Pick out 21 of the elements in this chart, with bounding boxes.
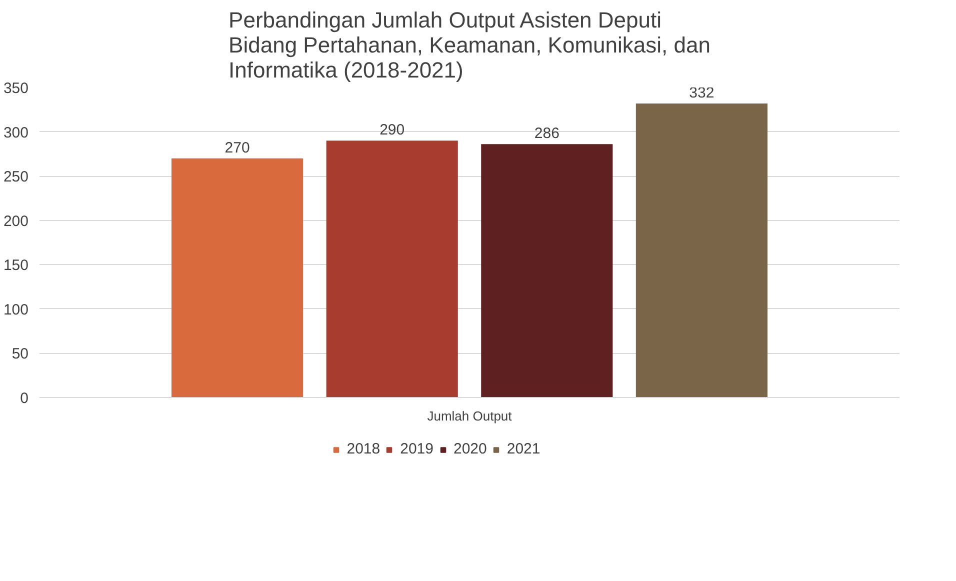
legend-label: 2018 [346, 440, 380, 458]
data-label: 270 [224, 139, 250, 156]
legend-label: 2020 [453, 440, 487, 458]
bar [326, 140, 458, 398]
bar [481, 144, 613, 398]
legend-label: 2021 [506, 440, 540, 458]
y-tick-label: 0 [20, 390, 28, 407]
bar [172, 158, 304, 398]
data-label: 290 [380, 122, 405, 139]
y-tick-label: 250 [3, 168, 29, 186]
x-tick-label: Jumlah Output [427, 408, 512, 424]
y-tick-label: 350 [3, 80, 29, 97]
y-tick-label: 50 [12, 346, 29, 363]
y-tick-label: 200 [3, 212, 29, 230]
data-label: 286 [534, 125, 560, 142]
y-tick-label: 100 [3, 301, 29, 318]
y-tick-label: 300 [3, 124, 29, 142]
chart-title: Perbandingan Jumlah Output Asisten Deputi Bidang Pertahanan, Keamanan, Komunikasi, dan Informatika (2018-2021) [228, 8, 710, 82]
y-tick-label: 150 [3, 257, 29, 274]
bar [636, 103, 768, 398]
legend-label: 2019 [400, 440, 434, 458]
